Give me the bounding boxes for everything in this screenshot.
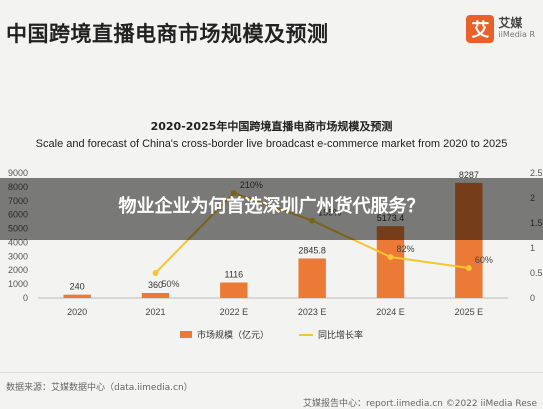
x-tick-label: 2025 E [455, 307, 484, 317]
brand-logo: 艾 艾媒 iiMedia R [466, 14, 535, 44]
bar [220, 282, 248, 298]
bar [63, 294, 91, 298]
y-tick-label: 3000 [8, 251, 28, 261]
y-tick-label: 0 [23, 293, 28, 303]
x-tick-label: 2023 E [298, 307, 327, 317]
bar-data-label: 2845.8 [298, 245, 326, 255]
x-tick-label: 2022 E [220, 307, 249, 317]
footer-report: 艾媒报告中心：report.iimedia.cn ©2022 iiMedia R… [302, 399, 537, 409]
growth-point [152, 270, 159, 276]
bar-data-label: 1116 [224, 270, 243, 280]
footer-divider [0, 372, 543, 373]
y2-tick-label: 2.5 [530, 168, 543, 178]
logo-name-en: iiMedia R [498, 30, 535, 39]
growth-point [387, 254, 394, 260]
bar-data-label: 240 [70, 282, 85, 292]
x-tick-label: 2024 E [376, 307, 405, 317]
chart-title: 2020-2025年中国跨境直播电商市场规模及预测 [150, 120, 393, 133]
y2-tick-label: 1 [530, 243, 535, 253]
y2-tick-label: 0 [530, 293, 535, 303]
growth-data-label: 82% [397, 244, 415, 254]
legend: 市场规模（亿元） 同比增长率 [0, 328, 543, 341]
y2-tick-label: 0.5 [530, 268, 543, 278]
legend-line-swatch [299, 333, 313, 336]
bar-data-label: 360 [148, 280, 163, 290]
y-tick-label: 4000 [8, 237, 28, 247]
x-tick-label: 2020 [67, 307, 87, 317]
bar-data-label: 8287 [459, 170, 479, 180]
bar [298, 258, 326, 298]
logo-text: 艾媒 iiMedia R [498, 17, 535, 41]
bar [141, 293, 170, 298]
overlay-title: 物业企业为何首选深圳广州货代服务？ [118, 196, 425, 217]
logo-icon: 艾 [466, 15, 495, 43]
overlay-banner [0, 178, 543, 240]
legend-label-market-size: 市场规模（亿元） [196, 331, 269, 341]
page-title: 中国跨境直播电商市场规模及预测 [6, 22, 329, 46]
footer-source: 数据来源：艾媒数据中心（data.iimedia.cn） [6, 383, 193, 393]
legend-label-growth: 同比增长率 [318, 331, 364, 341]
legend-bar-swatch [179, 331, 192, 338]
x-tick-label: 2021 [145, 307, 165, 317]
footer: 数据来源：艾媒数据中心（data.iimedia.cn） 艾媒报告中心：repo… [0, 378, 543, 409]
growth-data-label: 50% [162, 279, 180, 289]
growth-point [465, 265, 472, 271]
growth-data-label: 60% [475, 255, 493, 265]
y-tick-label: 2000 [8, 265, 28, 275]
y-tick-label: 9000 [8, 168, 28, 178]
logo-name-cn: 艾媒 [498, 16, 523, 30]
y-tick-label: 1000 [8, 279, 28, 289]
chart-subtitle: Scale and forecast of China's cross-bord… [35, 138, 508, 150]
